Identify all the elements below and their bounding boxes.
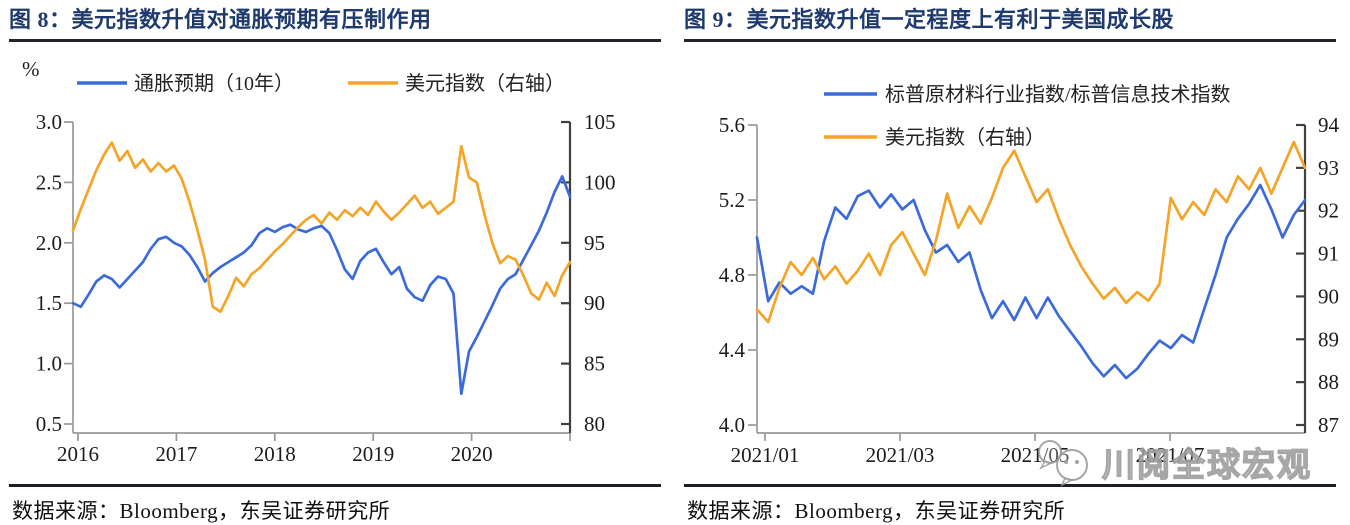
figure8-panel: 图 8：美元指数升值对通胀预期有压制作用 3.0 2.5 2.0 1.5 1.0 0.5 1… xyxy=(9,0,661,525)
figure8-chart: 3.0 2.5 2.0 1.5 1.0 0.5 105 100 95 90 85 80 2016 2017… xyxy=(22,57,616,466)
right-axis-tick-label: 91 xyxy=(1318,242,1339,266)
series-line-right xyxy=(71,141,572,314)
right-axis-tick-label: 89 xyxy=(1318,327,1339,351)
right-axis-tick-label: 95 xyxy=(584,231,605,255)
left-axis-tick-label: 0.5 xyxy=(36,412,62,436)
right-axis-tick-label: 90 xyxy=(1318,284,1339,308)
left-axis-tick-label: 4.0 xyxy=(719,413,745,437)
x-axis-tick-label: 2021/01 xyxy=(731,443,800,467)
axes: 5.6 5.2 4.8 4.4 4.0 94 93 92 91 90 89 88 87 2021/01 20… xyxy=(719,113,1340,467)
x-axis-tick-label: 2021/05 xyxy=(1001,443,1070,467)
x-axis-tick-label: 2017 xyxy=(155,442,197,466)
figure9-chart: 5.6 5.2 4.8 4.4 4.0 94 93 92 91 90 89 88 87 2021/01 20… xyxy=(719,83,1340,467)
right-axis-tick-label: 92 xyxy=(1318,199,1339,223)
figure9-source-note: 数据来源：Bloomberg，东吴证券研究所 xyxy=(687,499,1066,523)
legend-label: 通胀预期（10年） xyxy=(134,72,294,95)
right-axis-tick-label: 90 xyxy=(584,291,605,315)
left-axis-tick-label: 2.0 xyxy=(36,231,62,255)
right-axis-tick-label: 94 xyxy=(1318,113,1340,137)
left-axis-tick-label: 5.2 xyxy=(719,188,745,212)
x-axis-tick-label: 2021/07 xyxy=(1136,443,1205,467)
legend-label: 美元指数（右轴） xyxy=(405,72,565,95)
right-axis-tick-label: 80 xyxy=(584,412,605,436)
left-axis-tick-label: 1.0 xyxy=(36,352,62,376)
figure8-header: 图 8：美元指数升值对通胀预期有压制作用 xyxy=(9,0,661,42)
series-line-left xyxy=(755,183,1307,380)
x-axis-tick-label: 2019 xyxy=(352,442,394,466)
series-line-left xyxy=(71,175,572,396)
figure9-title: 图 9：美元指数升值一定程度上有利于美国成长股 xyxy=(684,7,1175,32)
figure8-footer: 数据来源：Bloomberg，东吴证券研究所 xyxy=(9,484,661,525)
left-axis-tick-label: 1.5 xyxy=(36,291,62,315)
right-axis-tick-label: 93 xyxy=(1318,156,1339,180)
figure9-footer: 数据来源：Bloomberg，东吴证券研究所 xyxy=(684,484,1336,525)
left-axis-tick-label: 2.5 xyxy=(36,170,62,194)
left-axis-tick-label: 4.4 xyxy=(719,338,746,362)
figure9-header: 图 9：美元指数升值一定程度上有利于美国成长股 xyxy=(684,0,1336,42)
right-axis-tick-label: 100 xyxy=(584,170,616,194)
right-axis-tick-label: 105 xyxy=(584,110,616,134)
left-axis-tick-label: 3.0 xyxy=(36,110,62,134)
figure9-panel: 图 9：美元指数升值一定程度上有利于美国成长股 5.6 5.2 4.8 4.4 4.0 9… xyxy=(675,0,1350,525)
x-axis-tick-label: 2020 xyxy=(451,442,493,466)
x-axis-tick-label: 2021/03 xyxy=(866,443,935,467)
right-axis-tick-label: 87 xyxy=(1318,413,1339,437)
figure8-source-note: 数据来源：Bloomberg，东吴证券研究所 xyxy=(12,499,391,523)
right-axis-tick-label: 88 xyxy=(1318,370,1339,394)
figure8-title: 图 8：美元指数升值对通胀预期有压制作用 xyxy=(9,7,432,32)
left-axis-tick-label: 4.8 xyxy=(719,263,745,287)
legend: 通胀预期（10年） 美元指数（右轴） xyxy=(77,72,565,95)
axes: 3.0 2.5 2.0 1.5 1.0 0.5 105 100 95 90 85 80 2016 2017… xyxy=(36,110,616,466)
x-axis-tick-label: 2018 xyxy=(254,442,296,466)
right-axis-tick-label: 85 xyxy=(584,352,605,376)
left-axis-tick-label: 5.6 xyxy=(719,113,745,137)
legend-label: 美元指数（右轴） xyxy=(885,126,1045,149)
series-line-right xyxy=(755,140,1307,324)
legend-label: 标普原材料行业指数/标普信息技术指数 xyxy=(885,83,1231,106)
x-axis-tick-label: 2016 xyxy=(57,442,99,466)
unit-label: % xyxy=(22,57,40,81)
